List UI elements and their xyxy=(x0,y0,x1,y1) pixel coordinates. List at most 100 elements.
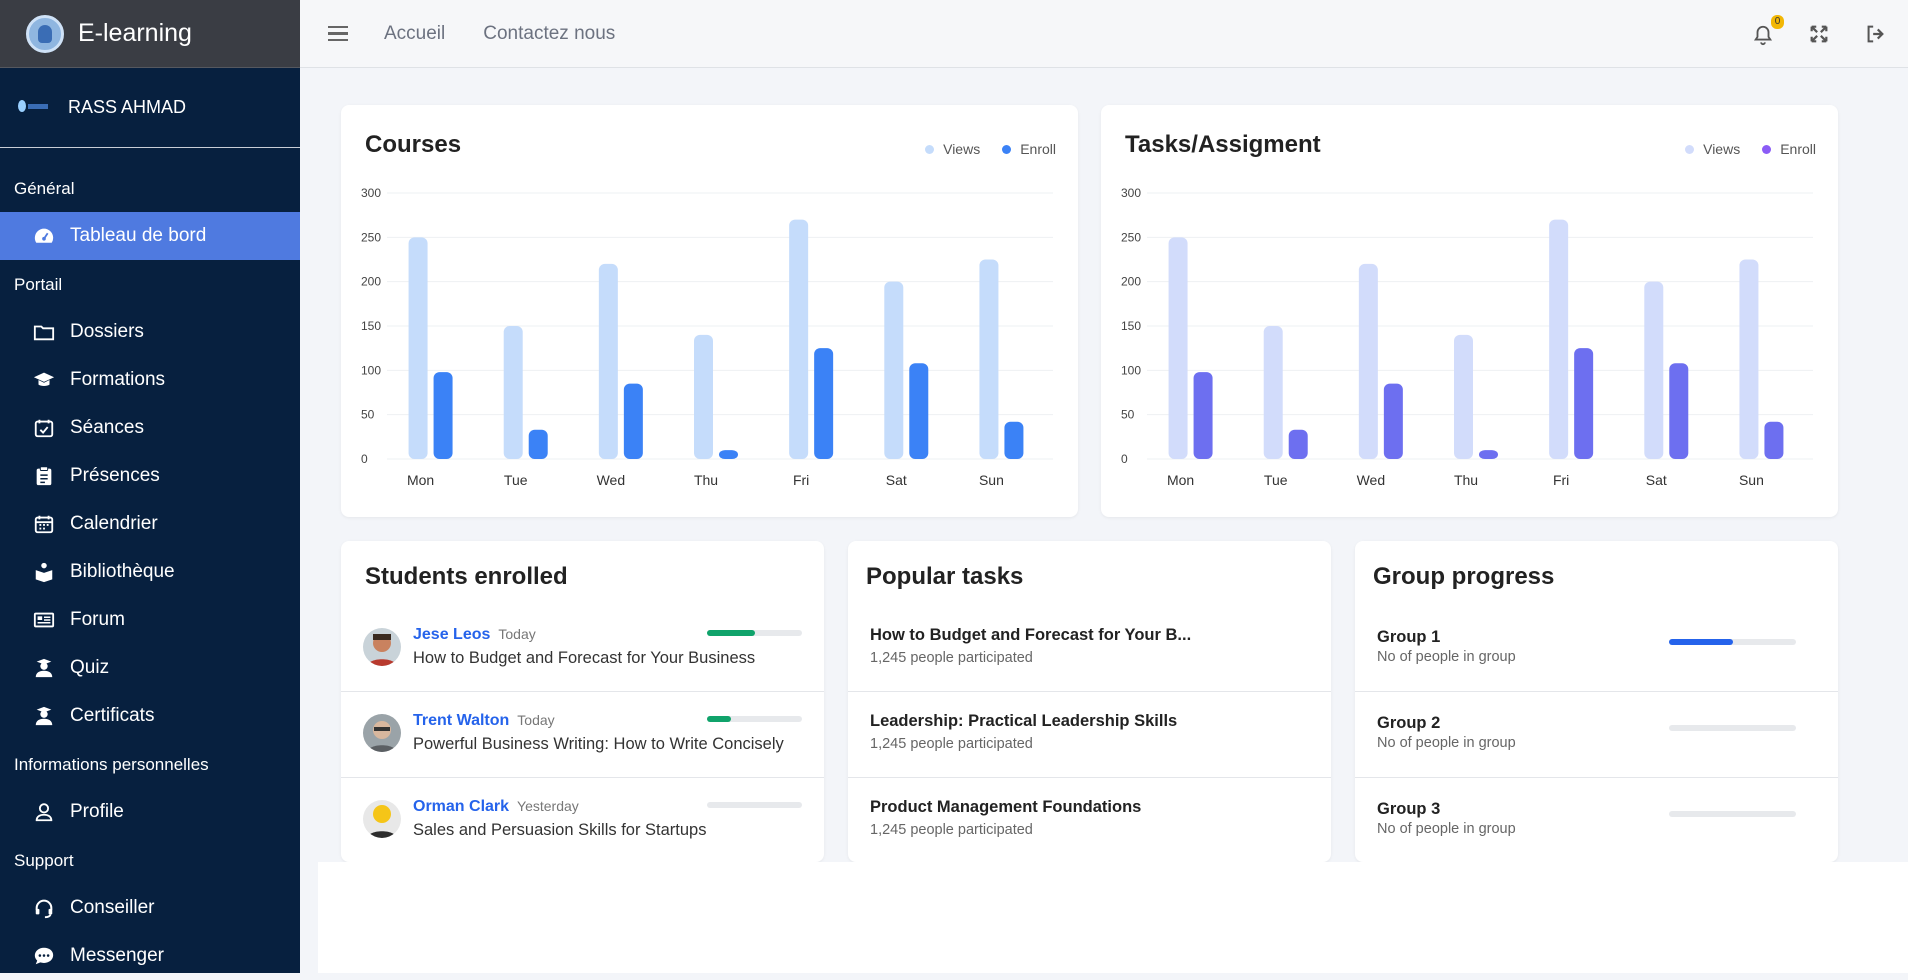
student-name[interactable]: Jese Leos Today xyxy=(413,626,536,643)
bar-views-sun[interactable] xyxy=(1739,259,1759,460)
x-tick-label: Sun xyxy=(979,472,1004,488)
list-item[interactable]: Trent Walton Today Powerful Business Writ… xyxy=(341,692,824,778)
y-tick-label: 250 xyxy=(361,230,381,244)
bar-enroll-fri[interactable] xyxy=(814,348,834,459)
x-tick-label: Sun xyxy=(1739,472,1764,488)
list-item[interactable]: Group 2 No of people in group xyxy=(1355,692,1838,778)
y-tick-label: 250 xyxy=(1121,230,1141,244)
sidebar-item-label: Profile xyxy=(70,801,124,822)
x-tick-label: Wed xyxy=(597,472,626,488)
card-title: Group progress xyxy=(1373,563,1555,590)
list-item[interactable]: Leadership: Practical Leadership Skills … xyxy=(848,692,1331,778)
sidebar-item-forum[interactable]: Forum xyxy=(0,596,300,644)
list-item[interactable]: Product Management Foundations 1,245 peo… xyxy=(848,778,1331,862)
list-item[interactable]: Group 1 No of people in group xyxy=(1355,606,1838,692)
bar-enroll-sun[interactable] xyxy=(1004,421,1024,459)
topbar: Accueil Contactez nous 0 xyxy=(300,0,1908,68)
fullscreen-expand-icon[interactable] xyxy=(1808,21,1834,47)
sidebar-item-label: Bibliothèque xyxy=(70,561,175,582)
student-name[interactable]: Orman Clark Yesterday xyxy=(413,798,579,815)
section-portail: Portail xyxy=(14,275,63,294)
enroll-date: Yesterday xyxy=(517,798,579,814)
bar-views-wed[interactable] xyxy=(1358,263,1378,459)
sidebar-item-formations[interactable]: Formations xyxy=(0,356,300,404)
bar-enroll-tue[interactable] xyxy=(1288,429,1308,459)
list-item[interactable]: Orman Clark Yesterday Sales and Persuasio… xyxy=(341,778,824,862)
avatar xyxy=(363,628,401,666)
sidebar-item-messenger[interactable]: Messenger xyxy=(0,932,300,980)
sidebar-item-label: Calendrier xyxy=(70,513,158,534)
bar-views-wed[interactable] xyxy=(598,263,618,459)
bar-views-sun[interactable] xyxy=(979,259,999,460)
bar-views-sat[interactable] xyxy=(1644,281,1664,459)
bar-enroll-tue[interactable] xyxy=(528,429,548,459)
bar-views-tue[interactable] xyxy=(503,326,523,459)
bar-enroll-sat[interactable] xyxy=(1669,363,1689,459)
section-informations-personnelles: Informations personnelles xyxy=(14,755,209,774)
progress-bar xyxy=(707,802,802,808)
user-name: RASS AHMAD xyxy=(68,97,187,117)
bar-views-fri[interactable] xyxy=(1549,219,1569,459)
bar-views-thu[interactable] xyxy=(694,334,713,459)
list-item[interactable]: Group 3 No of people in group xyxy=(1355,778,1838,862)
sidebar-item-label: Quiz xyxy=(70,657,110,678)
notification-bell-icon[interactable]: 0 xyxy=(1752,15,1784,47)
user-panel[interactable]: RASS AHMAD xyxy=(0,68,300,148)
user-graduate-icon xyxy=(32,656,56,680)
app-title: E-learning xyxy=(78,19,192,47)
sidebar-item-profile[interactable]: Profile xyxy=(0,788,300,836)
avatar xyxy=(363,714,401,752)
x-tick-label: Thu xyxy=(1454,472,1478,488)
sidebar-item-quiz[interactable]: Quiz xyxy=(0,644,300,692)
sidebar-item-label: Conseiller xyxy=(70,897,155,918)
logout-icon[interactable] xyxy=(1864,21,1890,47)
bar-enroll-fri[interactable] xyxy=(1574,348,1594,459)
nav-link-contactez-nous[interactable]: Contactez nous xyxy=(483,22,616,44)
sidebar-item-tableau-de-bord[interactable]: Tableau de bord xyxy=(0,212,300,260)
page-footer-area xyxy=(318,862,1908,973)
section-general: Général xyxy=(14,179,75,198)
task-title: Leadership: Practical Leadership Skills xyxy=(870,712,1178,730)
student-name[interactable]: Trent Walton Today xyxy=(413,712,555,729)
enroll-date: Today xyxy=(517,712,555,728)
x-tick-label: Mon xyxy=(1167,472,1194,488)
list-item[interactable]: How to Budget and Forecast for Your B...… xyxy=(848,606,1331,692)
sidebar-item-label: Formations xyxy=(70,369,166,390)
book-reader-icon xyxy=(32,560,56,584)
bar-enroll-sat[interactable] xyxy=(909,363,929,459)
bar-views-mon[interactable] xyxy=(408,237,428,459)
bar-views-sat[interactable] xyxy=(884,281,904,459)
sidebar-item-dossiers[interactable]: Dossiers xyxy=(0,308,300,356)
bar-views-thu[interactable] xyxy=(1454,334,1473,459)
chart-legend: Views Enroll xyxy=(925,141,1056,157)
x-tick-label: Tue xyxy=(1264,472,1288,488)
bar-enroll-wed[interactable] xyxy=(1383,383,1403,459)
group-subtitle: No of people in group xyxy=(1377,649,1516,665)
sidebar-item-bibliotheque[interactable]: Bibliothèque xyxy=(0,548,300,596)
list-item[interactable]: Jese Leos Today How to Budget and Forecas… xyxy=(341,606,824,692)
sidebar-item-presences[interactable]: Présences xyxy=(0,452,300,500)
bar-enroll-wed[interactable] xyxy=(623,383,643,459)
y-tick-label: 50 xyxy=(361,408,375,422)
bar-enroll-thu[interactable] xyxy=(719,450,738,459)
x-tick-label: Fri xyxy=(793,472,809,488)
comment-dots-icon xyxy=(32,944,56,968)
bar-views-mon[interactable] xyxy=(1168,237,1188,459)
graduation-cap-icon xyxy=(32,368,56,392)
menu-toggle-icon[interactable] xyxy=(328,25,348,42)
y-tick-label: 50 xyxy=(1121,408,1135,422)
bar-enroll-mon[interactable] xyxy=(433,372,453,459)
sidebar-item-conseiller[interactable]: Conseiller xyxy=(0,884,300,932)
bar-views-fri[interactable] xyxy=(789,219,809,459)
bar-enroll-sun[interactable] xyxy=(1764,421,1784,459)
bar-enroll-mon[interactable] xyxy=(1193,372,1213,459)
bar-enroll-thu[interactable] xyxy=(1479,450,1498,459)
brand[interactable]: E-learning xyxy=(0,0,300,68)
sidebar-item-calendrier[interactable]: Calendrier xyxy=(0,500,300,548)
x-tick-label: Fri xyxy=(1553,472,1569,488)
group-subtitle: No of people in group xyxy=(1377,735,1516,751)
bar-views-tue[interactable] xyxy=(1263,326,1283,459)
sidebar-item-seances[interactable]: Séances xyxy=(0,404,300,452)
sidebar-item-certificats[interactable]: Certificats xyxy=(0,692,300,740)
nav-link-accueil[interactable]: Accueil xyxy=(384,22,446,44)
